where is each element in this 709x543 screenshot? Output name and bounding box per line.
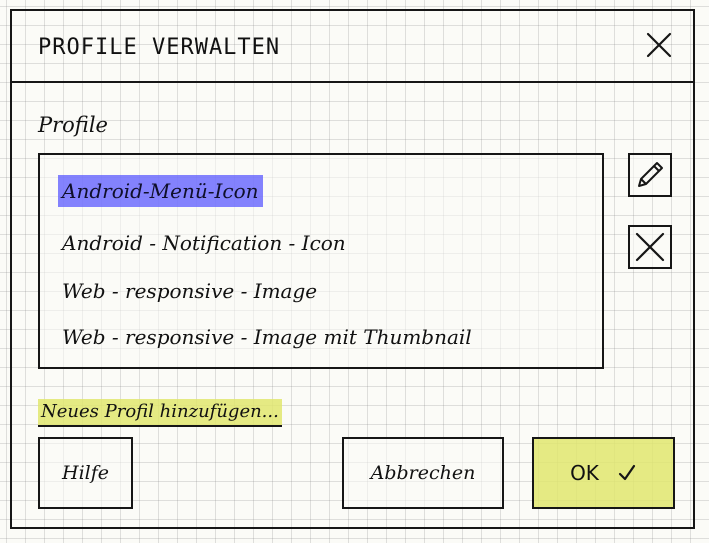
close-button[interactable] bbox=[645, 31, 673, 59]
cancel-button[interactable]: Abbrechen bbox=[342, 437, 504, 509]
ok-button[interactable]: OK bbox=[532, 437, 675, 509]
profile-manager-dialog: Profile verwalten Profile Android-Menü-I… bbox=[10, 9, 695, 529]
help-button[interactable]: Hilfe bbox=[38, 437, 133, 509]
list-item[interactable]: Android-Menü-Icon bbox=[58, 175, 263, 207]
close-icon bbox=[635, 232, 665, 262]
dialog-titlebar: Profile verwalten bbox=[12, 11, 693, 83]
help-button-label: Hilfe bbox=[62, 462, 109, 484]
list-item[interactable]: Android - Notification - Icon bbox=[62, 231, 346, 255]
check-icon bbox=[618, 464, 636, 481]
delete-profile-button[interactable] bbox=[628, 225, 672, 269]
close-icon bbox=[646, 32, 672, 58]
profiles-label: Profile bbox=[38, 113, 108, 137]
profiles-listbox[interactable]: Android-Menü-Icon Android - Notification… bbox=[38, 153, 604, 369]
list-item[interactable]: Web - responsive - Image bbox=[62, 279, 318, 303]
list-item[interactable]: Web - responsive - Image mit Thumbnail bbox=[62, 325, 472, 349]
add-profile-link[interactable]: Neues Profil hinzufügen... bbox=[38, 399, 282, 427]
ok-button-label: OK bbox=[570, 461, 599, 485]
cancel-button-label: Abbrechen bbox=[370, 462, 476, 484]
pencil-icon bbox=[638, 162, 663, 187]
edit-profile-button[interactable] bbox=[628, 153, 672, 197]
dialog-title: Profile verwalten bbox=[38, 35, 281, 60]
